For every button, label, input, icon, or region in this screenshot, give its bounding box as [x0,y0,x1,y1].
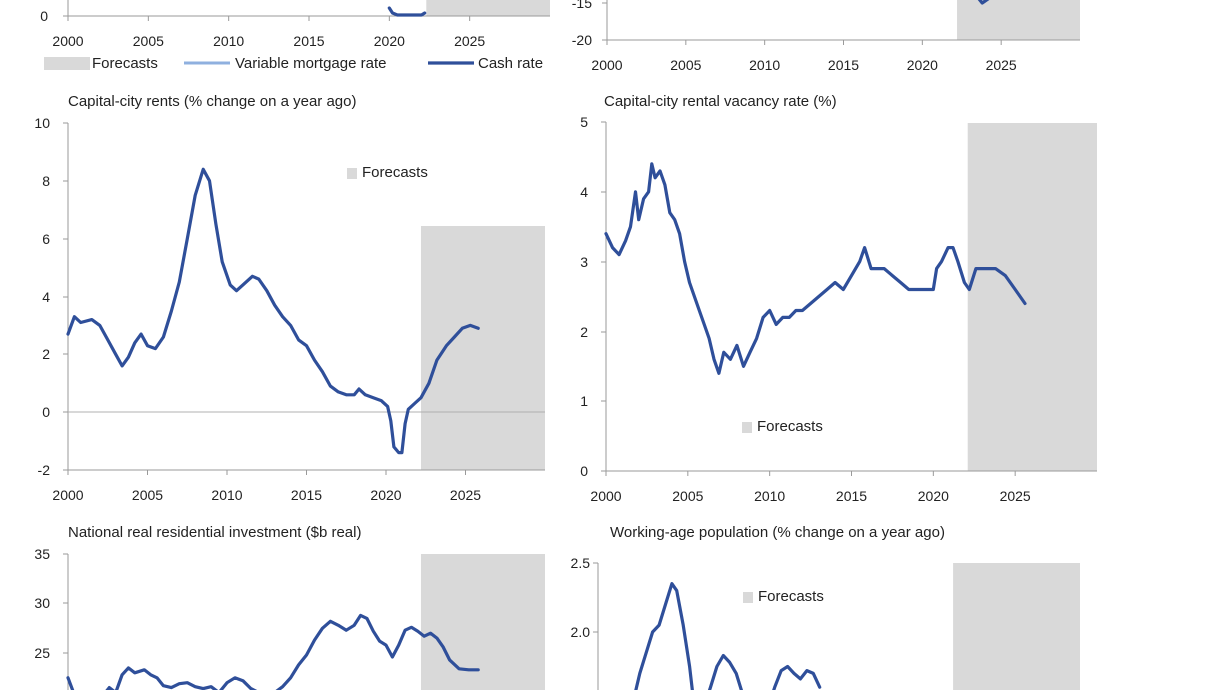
y-tick-label-investment: 35 [34,546,50,562]
y-tick-label-rents: 8 [42,173,50,189]
y-tick-label-rents: 0 [42,404,50,420]
series-line-rents [66,167,480,455]
chart-title-population: Working-age population (% change on a ye… [610,524,945,541]
y-tick-label-vacancy: 5 [580,114,588,130]
y-tick-label-rents: 4 [42,289,50,305]
series-line-population [634,582,822,690]
x-tick-label-top-right: 2020 [907,57,938,73]
y-tick-label-rents: 10 [34,115,50,131]
x-tick-label-rates: 2010 [213,33,244,49]
y-tick-label-top-right: -15 [572,0,592,11]
chart-title-investment: National real residential investment ($b… [68,524,361,541]
x-tick-label-vacancy: 2005 [672,488,703,504]
x-tick-label-vacancy: 2010 [754,488,785,504]
y-tick-label-vacancy: 1 [580,393,588,409]
y-tick-label-population: 2.5 [571,555,591,571]
forecast-shade-rates [426,0,550,16]
x-tick-label-rents: 2010 [211,487,242,503]
legend-forecasts-label: Forecasts [92,55,158,72]
y-tick-label-vacancy: 3 [580,254,588,270]
rents-forecasts-label: Forecasts [362,164,428,181]
x-tick-label-top-right: 2010 [749,57,780,73]
legend-variable-mortgage-label: Variable mortgage rate [235,55,386,72]
vacancy-forecasts-swatch [742,422,752,433]
y-tick-label-vacancy: 0 [580,463,588,479]
x-tick-label-vacancy: 2020 [918,488,949,504]
x-tick-label-rents: 2015 [291,487,322,503]
series-line-investment [66,613,480,690]
y-tick-label-rents: -2 [38,462,51,478]
rents-forecasts-swatch [347,168,357,179]
forecast-shade-rents [420,226,545,470]
x-tick-label-rates: 2005 [133,33,164,49]
population-forecasts-swatch [743,592,753,603]
x-tick-label-rents: 2025 [450,487,481,503]
x-tick-label-rates: 2000 [52,33,83,49]
y-tick-label-population: 2.0 [571,624,591,640]
legend-cash-rate-label: Cash rate [478,55,543,72]
series-line-rates-cash-rate [387,6,427,17]
forecast-shade-population [953,563,1080,690]
x-tick-label-rates: 2025 [454,33,485,49]
y-tick-label-top-right: -20 [572,32,592,48]
forecast-shade-vacancy [967,123,1097,471]
x-tick-label-rates: 2015 [293,33,324,49]
forecast-shade-top-right [957,0,1080,40]
y-tick-label-investment: 25 [34,645,50,661]
x-tick-label-rents: 2005 [132,487,163,503]
x-tick-label-top-right: 2025 [986,57,1017,73]
x-tick-label-top-right: 2015 [828,57,859,73]
x-tick-label-rates: 2020 [374,33,405,49]
y-tick-label-vacancy: 4 [580,184,588,200]
y-tick-label-vacancy: 2 [580,324,588,340]
x-tick-label-top-right: 2005 [670,57,701,73]
forecast-shade-investment [420,554,545,690]
y-tick-label-investment: 30 [34,595,50,611]
legend-forecasts-swatch [44,57,90,70]
x-tick-label-rents: 2020 [370,487,401,503]
chart-title-rents: Capital-city rents (% change on a year a… [68,93,356,110]
series-line-top-right [977,0,990,5]
y-tick-label-rents: 6 [42,231,50,247]
x-tick-label-vacancy: 2025 [1000,488,1031,504]
x-tick-label-vacancy: 2015 [836,488,867,504]
population-forecasts-label: Forecasts [758,588,824,605]
x-tick-label-vacancy: 2000 [590,488,621,504]
chart-title-vacancy: Capital-city rental vacancy rate (%) [604,93,837,110]
y-tick-label-rates: 0 [40,8,48,24]
vacancy-forecasts-label: Forecasts [757,418,823,435]
series-line-vacancy [604,162,1027,375]
x-tick-label-top-right: 2000 [591,57,622,73]
x-tick-label-rents: 2000 [52,487,83,503]
y-tick-label-rents: 2 [42,346,50,362]
